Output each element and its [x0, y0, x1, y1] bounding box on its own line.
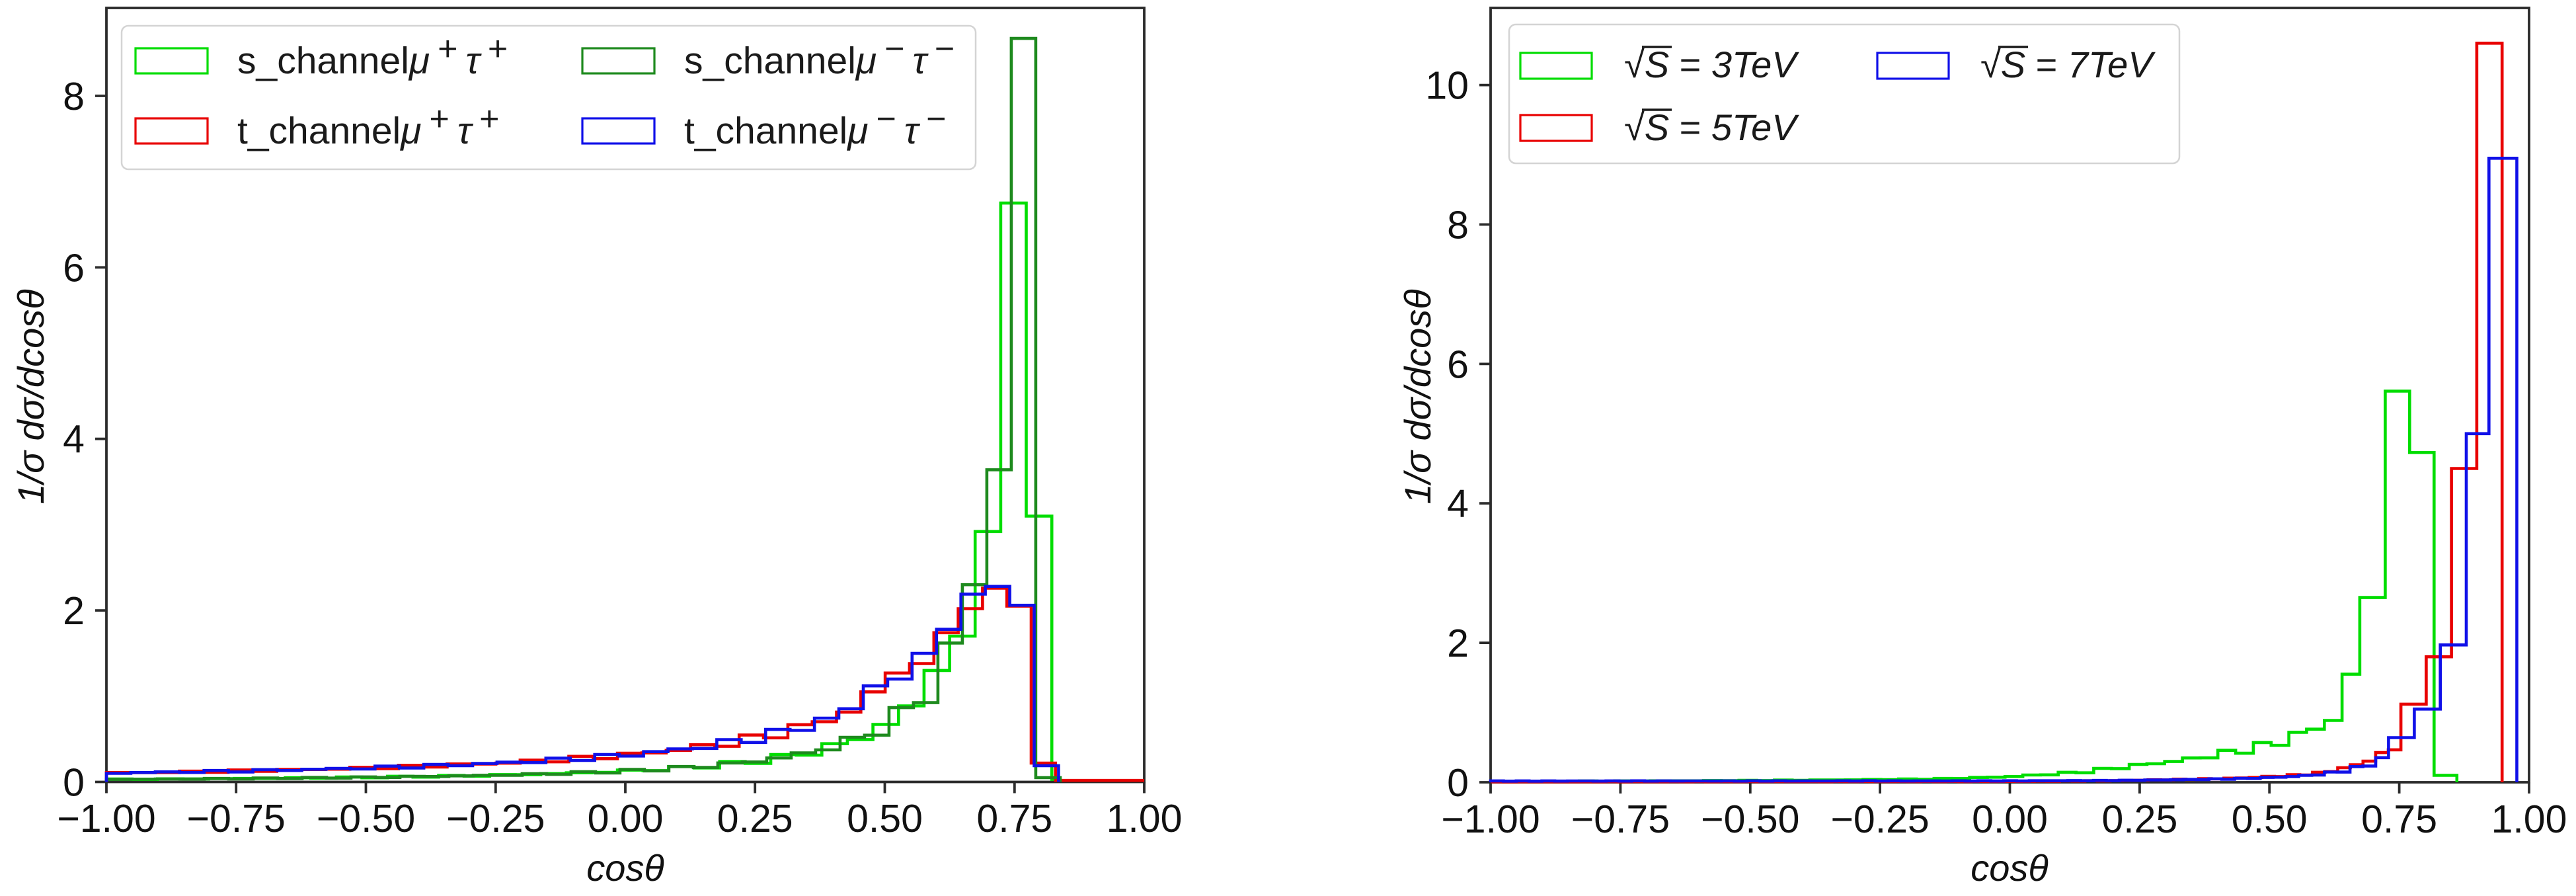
svg-text:cosθ: cosθ — [586, 847, 664, 889]
svg-text:0: 0 — [1447, 761, 1469, 805]
svg-text:√S = 5TeV: √S = 5TeV — [1624, 106, 1799, 148]
svg-text:1/σ dσ/dcosθ: 1/σ dσ/dcosθ — [1397, 289, 1438, 504]
svg-text:2: 2 — [63, 589, 85, 633]
svg-text:0.00: 0.00 — [588, 797, 664, 840]
svg-text:0.00: 0.00 — [1972, 797, 2048, 841]
svg-text:−0.75: −0.75 — [1571, 797, 1670, 841]
svg-text:cosθ: cosθ — [1971, 847, 2049, 889]
svg-text:6: 6 — [63, 246, 85, 290]
svg-text:1.00: 1.00 — [1107, 797, 1183, 840]
svg-text:−1.00: −1.00 — [57, 797, 155, 840]
svg-text:−0.50: −0.50 — [317, 797, 415, 840]
svg-text:−0.75: −0.75 — [187, 797, 286, 840]
svg-text:1.00: 1.00 — [2491, 797, 2567, 841]
svg-text:−0.50: −0.50 — [1701, 797, 1799, 841]
svg-text:√S = 7TeV: √S = 7TeV — [1980, 44, 2156, 85]
svg-text:0.50: 0.50 — [2232, 797, 2308, 841]
svg-text:√S = 3TeV: √S = 3TeV — [1624, 44, 1799, 85]
svg-text:10: 10 — [1425, 64, 1469, 108]
svg-text:6: 6 — [1447, 343, 1469, 386]
svg-text:−0.25: −0.25 — [1830, 797, 1929, 841]
svg-text:−1.00: −1.00 — [1441, 797, 1540, 841]
svg-text:8: 8 — [63, 75, 85, 118]
svg-text:0.25: 0.25 — [2101, 797, 2177, 841]
svg-text:1/σ dσ/dcosθ: 1/σ dσ/dcosθ — [10, 289, 52, 504]
svg-text:2: 2 — [1447, 622, 1469, 665]
svg-text:0.25: 0.25 — [717, 797, 793, 840]
svg-text:0: 0 — [63, 761, 85, 805]
svg-text:4: 4 — [1447, 482, 1469, 526]
svg-text:4: 4 — [63, 418, 85, 462]
svg-text:0.50: 0.50 — [847, 797, 923, 840]
svg-text:−0.25: −0.25 — [446, 797, 545, 840]
svg-text:0.75: 0.75 — [2361, 797, 2437, 841]
svg-text:8: 8 — [1447, 204, 1469, 247]
svg-text:0.75: 0.75 — [976, 797, 1052, 840]
